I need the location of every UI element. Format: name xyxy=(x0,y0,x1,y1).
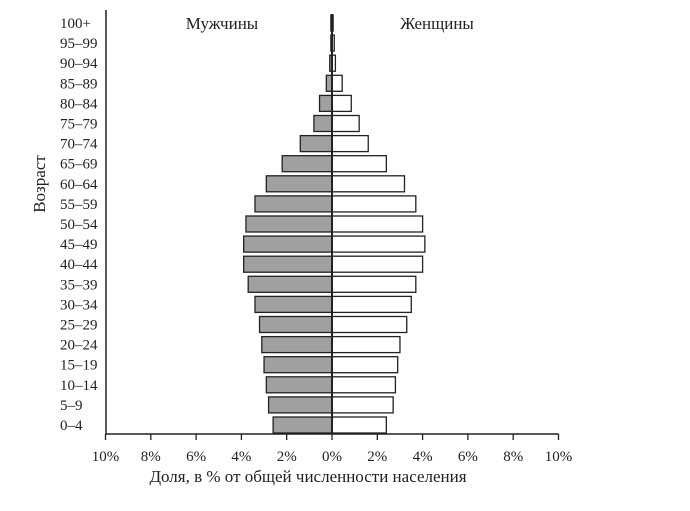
male-series-label: Мужчины xyxy=(186,14,259,33)
age-label-11: 55–59 xyxy=(60,197,98,213)
female-bar-16 xyxy=(331,94,352,113)
male-bar-10 xyxy=(245,215,333,233)
female-bar-9 xyxy=(331,235,426,253)
age-label-19: 95–99 xyxy=(60,36,98,52)
x-tick-label-5: 0% xyxy=(322,449,342,465)
age-label-1: 5–9 xyxy=(60,398,83,414)
age-label-5: 25–29 xyxy=(60,318,98,334)
male-bar-14 xyxy=(299,134,333,153)
female-bar-13 xyxy=(331,155,388,173)
male-bar-1 xyxy=(267,396,333,414)
age-label-18: 90–94 xyxy=(60,56,98,72)
x-tick-label-3: 4% xyxy=(231,449,251,465)
x-tick-label-4: 2% xyxy=(277,449,297,465)
male-bar-6 xyxy=(254,295,333,314)
female-bar-11 xyxy=(331,195,417,213)
age-label-3: 15–19 xyxy=(60,358,98,374)
female-bar-2 xyxy=(331,376,397,394)
age-labels-group: 0–4 5–9 10–14 15–19 20–24 25–29 30–34 35–39 40–4… xyxy=(60,16,98,434)
y-axis-title: Возраст xyxy=(30,155,49,213)
x-tick-label-10: 10% xyxy=(545,449,573,465)
female-bar-10 xyxy=(331,215,424,233)
age-label-9: 45–49 xyxy=(60,237,98,253)
female-bar-12 xyxy=(331,175,406,193)
male-bar-5 xyxy=(258,315,333,334)
bars-group xyxy=(243,14,426,434)
age-label-6: 30–34 xyxy=(60,297,98,313)
male-bar-3 xyxy=(263,356,333,374)
age-label-17: 85–89 xyxy=(60,76,98,92)
age-label-16: 80–84 xyxy=(60,96,98,112)
x-tick-label-6: 2% xyxy=(367,449,387,465)
male-bar-2 xyxy=(265,376,333,394)
male-bar-11 xyxy=(254,195,333,213)
female-bar-14 xyxy=(331,134,369,153)
age-label-7: 35–39 xyxy=(60,277,98,293)
male-bar-16 xyxy=(318,94,333,113)
x-ticks-group: 10% 8% 6% 4% 2% 0% 2% 4% 6% 8% 10% xyxy=(92,434,573,465)
age-label-13: 65–69 xyxy=(60,157,98,173)
age-label-20: 100+ xyxy=(60,16,91,32)
x-tick-label-0: 10% xyxy=(92,449,120,465)
female-series-label: Женщины xyxy=(400,14,474,33)
x-tick-label-8: 6% xyxy=(458,449,478,465)
female-bar-7 xyxy=(331,275,417,293)
male-bar-7 xyxy=(247,275,333,293)
female-bar-6 xyxy=(331,295,412,314)
female-bar-4 xyxy=(331,335,401,354)
female-bar-1 xyxy=(331,396,394,414)
x-tick-label-7: 4% xyxy=(413,449,433,465)
x-tick-label-9: 8% xyxy=(503,449,523,465)
age-label-14: 70–74 xyxy=(60,137,98,153)
male-bar-12 xyxy=(265,175,333,193)
x-tick-label-1: 8% xyxy=(141,449,161,465)
age-label-8: 40–44 xyxy=(60,257,98,273)
male-bar-8 xyxy=(243,255,333,273)
male-bar-0 xyxy=(272,416,333,434)
x-axis-title: Доля, в % от общей численности населения xyxy=(149,467,466,486)
age-label-0: 0–4 xyxy=(60,418,83,434)
age-label-2: 10–14 xyxy=(60,378,98,394)
age-label-4: 20–24 xyxy=(60,338,98,354)
male-bar-9 xyxy=(243,235,333,253)
female-bar-15 xyxy=(331,114,360,133)
male-bar-13 xyxy=(281,155,333,173)
female-bar-0 xyxy=(331,416,388,434)
age-label-15: 75–79 xyxy=(60,117,98,133)
female-bar-8 xyxy=(331,255,424,273)
male-bar-4 xyxy=(261,335,333,354)
female-bar-3 xyxy=(331,356,399,374)
age-label-10: 50–54 xyxy=(60,217,98,233)
female-bar-17 xyxy=(331,74,343,92)
age-label-12: 60–64 xyxy=(60,177,98,193)
male-bar-15 xyxy=(313,114,333,133)
female-bar-5 xyxy=(331,315,408,334)
x-tick-label-2: 6% xyxy=(186,449,206,465)
